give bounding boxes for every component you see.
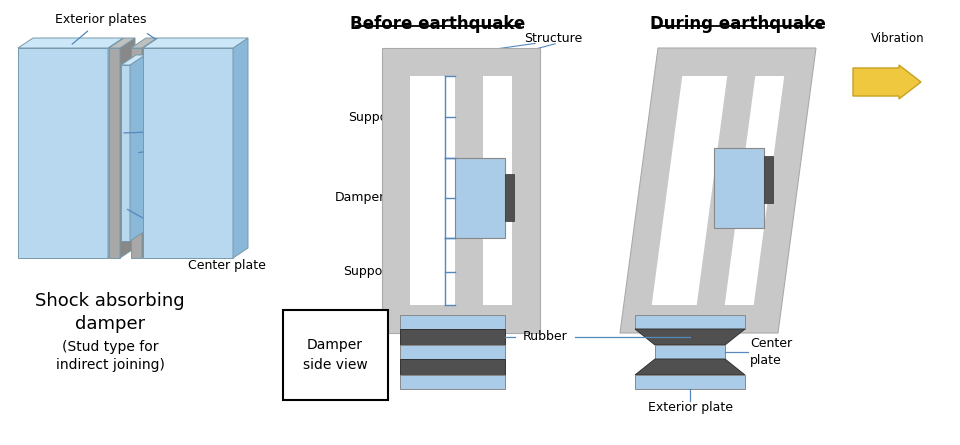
- Polygon shape: [130, 55, 145, 241]
- Text: Rubber: Rubber: [124, 124, 235, 137]
- Text: indirect joining): indirect joining): [56, 358, 164, 372]
- Bar: [455, 158, 505, 238]
- Polygon shape: [233, 38, 248, 258]
- Polygon shape: [635, 329, 745, 345]
- Polygon shape: [109, 48, 120, 258]
- Polygon shape: [652, 76, 728, 305]
- Polygon shape: [635, 359, 745, 375]
- Polygon shape: [620, 48, 816, 333]
- Polygon shape: [109, 38, 135, 48]
- Bar: [382, 48, 540, 333]
- Bar: [483, 76, 512, 305]
- FancyArrow shape: [853, 65, 921, 99]
- Text: Structure: Structure: [524, 32, 582, 44]
- Polygon shape: [108, 38, 123, 258]
- Bar: [400, 315, 505, 329]
- Text: Rubber: Rubber: [522, 331, 567, 344]
- Polygon shape: [725, 76, 784, 305]
- Polygon shape: [18, 48, 108, 258]
- Polygon shape: [143, 38, 248, 48]
- Text: Damper
side view: Damper side view: [302, 338, 368, 372]
- Polygon shape: [120, 38, 135, 258]
- Bar: [400, 375, 505, 389]
- Bar: [714, 148, 764, 228]
- Text: Vibration: Vibration: [871, 32, 924, 45]
- Text: Shock absorbing: Shock absorbing: [36, 292, 185, 310]
- Polygon shape: [131, 48, 142, 258]
- Text: Exterior plates: Exterior plates: [55, 13, 147, 44]
- Polygon shape: [121, 65, 130, 241]
- Bar: [400, 359, 505, 375]
- Bar: [400, 345, 505, 359]
- Text: damper: damper: [75, 315, 145, 333]
- Text: During earthquake: During earthquake: [650, 15, 826, 33]
- Text: (Stud type for: (Stud type for: [61, 340, 158, 354]
- Polygon shape: [131, 38, 157, 48]
- Text: Before earthquake: Before earthquake: [350, 15, 526, 33]
- Polygon shape: [142, 38, 157, 258]
- Polygon shape: [18, 38, 123, 48]
- Bar: [400, 329, 505, 345]
- Bar: [764, 156, 774, 203]
- Text: Center
plate: Center plate: [750, 337, 792, 367]
- Text: Support②: Support②: [343, 264, 403, 278]
- Bar: [505, 174, 514, 221]
- Polygon shape: [635, 315, 745, 329]
- Text: Exterior plate: Exterior plate: [647, 401, 732, 414]
- Bar: [410, 76, 455, 305]
- Polygon shape: [635, 375, 745, 389]
- Bar: [283, 310, 388, 400]
- Polygon shape: [655, 345, 725, 359]
- Text: Support①: Support①: [348, 110, 409, 124]
- Polygon shape: [143, 48, 233, 258]
- Text: Center plate: Center plate: [128, 209, 266, 271]
- Text: Damper: Damper: [335, 191, 385, 205]
- Polygon shape: [121, 55, 145, 65]
